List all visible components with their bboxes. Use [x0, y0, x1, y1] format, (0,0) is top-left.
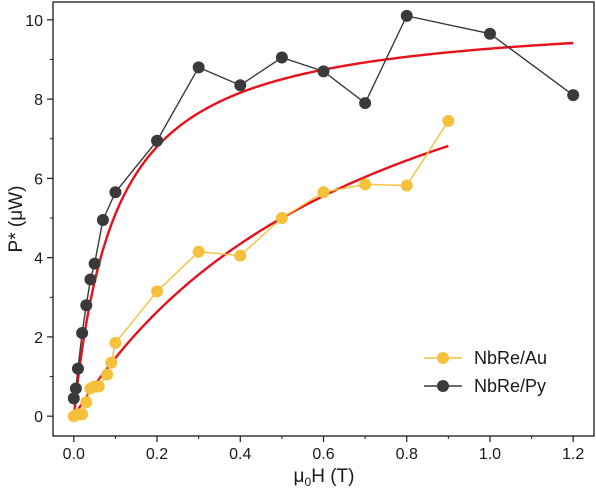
x-tick-label: 0.0 — [63, 446, 85, 463]
data-point — [483, 27, 496, 40]
x-tick-label: 1.0 — [479, 446, 501, 463]
data-point — [400, 179, 413, 192]
data-point — [151, 134, 164, 147]
data-point — [84, 273, 97, 286]
y-tick-label: 4 — [34, 251, 43, 268]
y-axis-title: P* (μW) — [6, 186, 27, 253]
series-nbre-py — [67, 9, 580, 405]
x-tick-label: 0.2 — [146, 446, 168, 463]
data-point — [71, 362, 84, 375]
legend: NbRe/Au NbRe/Py — [424, 348, 547, 396]
data-series — [67, 9, 580, 423]
legend-marker — [437, 352, 449, 364]
legend-item: NbRe/Py — [424, 376, 546, 396]
y-tick-label: 10 — [25, 13, 43, 30]
data-point — [151, 285, 164, 298]
data-point — [80, 396, 93, 409]
x-tick-label: 1.2 — [562, 446, 584, 463]
x-axis: 0.0 0.2 0.4 0.6 0.8 1.0 1.2 — [63, 436, 584, 463]
data-point — [96, 213, 109, 226]
data-point — [192, 245, 205, 258]
data-point — [317, 186, 330, 199]
data-point — [92, 380, 105, 393]
data-point — [105, 356, 118, 369]
legend-label: NbRe/Py — [474, 376, 546, 396]
data-point — [76, 326, 89, 339]
data-point — [88, 257, 101, 270]
data-point — [234, 79, 247, 92]
y-tick-label: 0 — [34, 409, 43, 426]
data-point — [275, 212, 288, 225]
data-point — [69, 382, 82, 395]
x-tick-label: 0.4 — [229, 446, 251, 463]
y-axis: 0 2 4 6 8 10 — [25, 13, 53, 426]
y-tick-label: 6 — [34, 171, 43, 188]
data-point — [359, 97, 372, 110]
data-point — [80, 299, 93, 312]
data-point — [67, 392, 80, 405]
data-point — [442, 114, 455, 127]
legend-item: NbRe/Au — [424, 348, 547, 368]
data-point — [76, 408, 89, 421]
legend-label: NbRe/Au — [474, 348, 547, 368]
series-nbre-au — [67, 114, 455, 423]
data-point — [234, 249, 247, 262]
data-point — [400, 9, 413, 22]
data-point — [101, 368, 114, 381]
data-point — [109, 336, 122, 349]
data-point — [109, 186, 122, 199]
data-point — [359, 178, 372, 191]
legend-marker — [437, 380, 449, 392]
data-point — [317, 65, 330, 78]
y-tick-label: 2 — [34, 330, 43, 347]
y-tick-label: 8 — [34, 92, 43, 109]
data-point — [275, 51, 288, 64]
x-tick-label: 0.6 — [312, 446, 334, 463]
x-axis-title: μ0H (T) — [294, 466, 355, 489]
x-tick-label: 0.8 — [396, 446, 418, 463]
data-point — [567, 89, 580, 102]
fit-curve — [72, 144, 449, 417]
data-point — [192, 61, 205, 74]
